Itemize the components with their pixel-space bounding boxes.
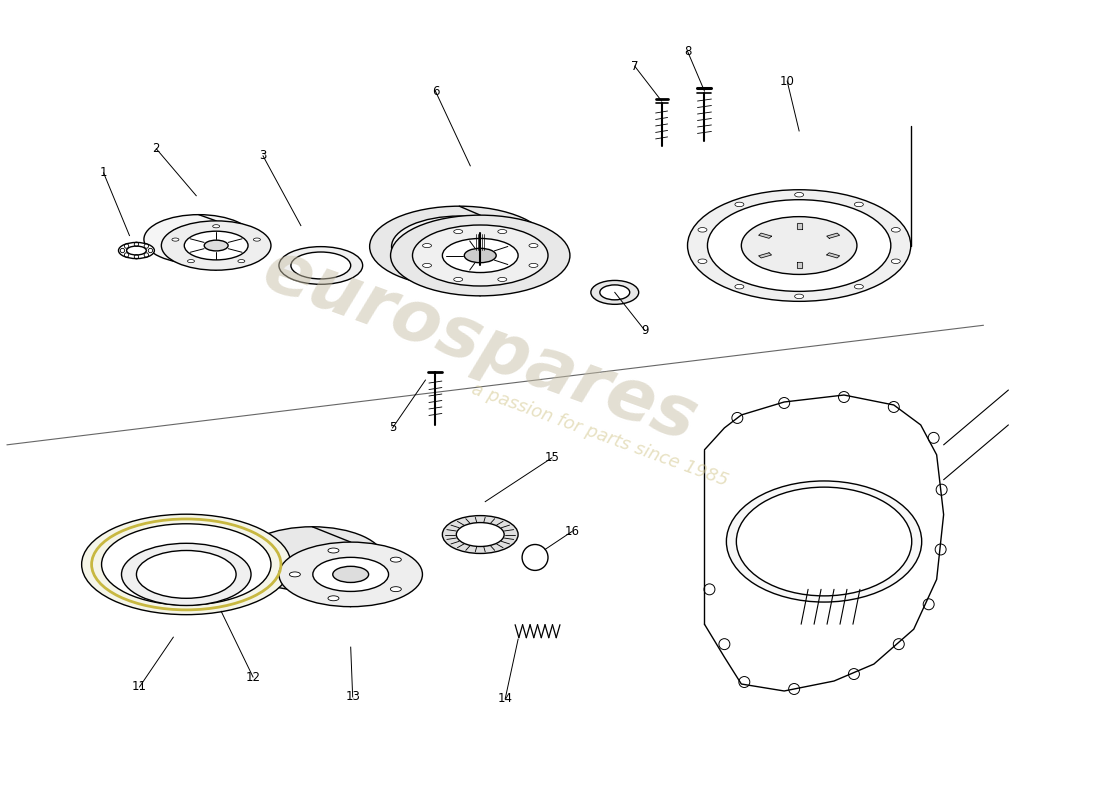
Ellipse shape (891, 259, 900, 263)
Ellipse shape (312, 558, 388, 591)
Ellipse shape (794, 193, 804, 197)
Text: 15: 15 (544, 451, 560, 464)
Ellipse shape (328, 548, 339, 553)
Text: 13: 13 (345, 690, 360, 703)
Text: 8: 8 (684, 45, 691, 58)
Ellipse shape (126, 246, 146, 255)
Ellipse shape (185, 231, 249, 260)
Ellipse shape (891, 227, 900, 232)
Text: 9: 9 (641, 324, 648, 337)
Ellipse shape (707, 200, 891, 291)
Ellipse shape (688, 190, 911, 302)
Text: a passion for parts since 1985: a passion for parts since 1985 (469, 380, 730, 490)
Ellipse shape (794, 294, 804, 298)
Ellipse shape (238, 259, 245, 262)
Ellipse shape (162, 221, 271, 270)
Ellipse shape (464, 248, 496, 262)
Ellipse shape (81, 514, 290, 614)
Text: 5: 5 (389, 422, 396, 434)
Ellipse shape (390, 586, 402, 592)
Polygon shape (759, 253, 771, 258)
Text: 2: 2 (153, 142, 161, 155)
Ellipse shape (253, 238, 261, 241)
Ellipse shape (735, 285, 744, 289)
Ellipse shape (136, 550, 236, 598)
Ellipse shape (119, 242, 154, 258)
Ellipse shape (422, 243, 431, 248)
Ellipse shape (736, 487, 912, 596)
Ellipse shape (121, 543, 251, 606)
Ellipse shape (529, 263, 538, 267)
Polygon shape (796, 223, 802, 229)
Ellipse shape (241, 526, 384, 591)
Ellipse shape (442, 515, 518, 554)
Ellipse shape (698, 227, 707, 232)
Ellipse shape (390, 557, 402, 562)
Ellipse shape (412, 225, 548, 286)
Ellipse shape (187, 259, 195, 262)
Ellipse shape (333, 566, 369, 582)
Ellipse shape (392, 216, 527, 277)
Ellipse shape (370, 206, 549, 287)
Ellipse shape (279, 246, 363, 284)
Ellipse shape (205, 240, 228, 251)
Ellipse shape (328, 596, 339, 601)
Ellipse shape (453, 278, 463, 282)
Ellipse shape (698, 259, 707, 263)
Text: 3: 3 (260, 150, 266, 162)
Ellipse shape (101, 524, 271, 605)
Ellipse shape (855, 202, 864, 206)
Ellipse shape (172, 238, 179, 241)
Ellipse shape (442, 238, 518, 273)
Ellipse shape (735, 202, 744, 206)
Ellipse shape (390, 215, 570, 296)
Text: eurospares: eurospares (254, 234, 706, 456)
Ellipse shape (855, 285, 864, 289)
Text: 7: 7 (631, 60, 638, 73)
Text: 6: 6 (431, 85, 439, 98)
Ellipse shape (741, 217, 857, 274)
Text: 11: 11 (132, 681, 147, 694)
Ellipse shape (279, 542, 422, 606)
Ellipse shape (453, 230, 463, 234)
Ellipse shape (456, 522, 504, 546)
Text: 12: 12 (245, 670, 261, 683)
Polygon shape (827, 253, 839, 258)
Polygon shape (796, 262, 802, 268)
Ellipse shape (498, 278, 507, 282)
Ellipse shape (290, 252, 351, 279)
Polygon shape (827, 233, 839, 238)
Ellipse shape (600, 285, 629, 300)
Ellipse shape (591, 281, 639, 304)
Ellipse shape (212, 225, 220, 228)
Ellipse shape (144, 214, 253, 264)
Ellipse shape (167, 225, 231, 254)
Ellipse shape (529, 243, 538, 248)
Polygon shape (759, 233, 771, 238)
Ellipse shape (726, 481, 922, 602)
Text: 16: 16 (564, 525, 580, 538)
Ellipse shape (422, 263, 431, 267)
Text: 1: 1 (100, 166, 108, 179)
Text: 14: 14 (497, 693, 513, 706)
Text: 10: 10 (780, 74, 794, 88)
Ellipse shape (289, 572, 300, 577)
Ellipse shape (498, 230, 507, 234)
